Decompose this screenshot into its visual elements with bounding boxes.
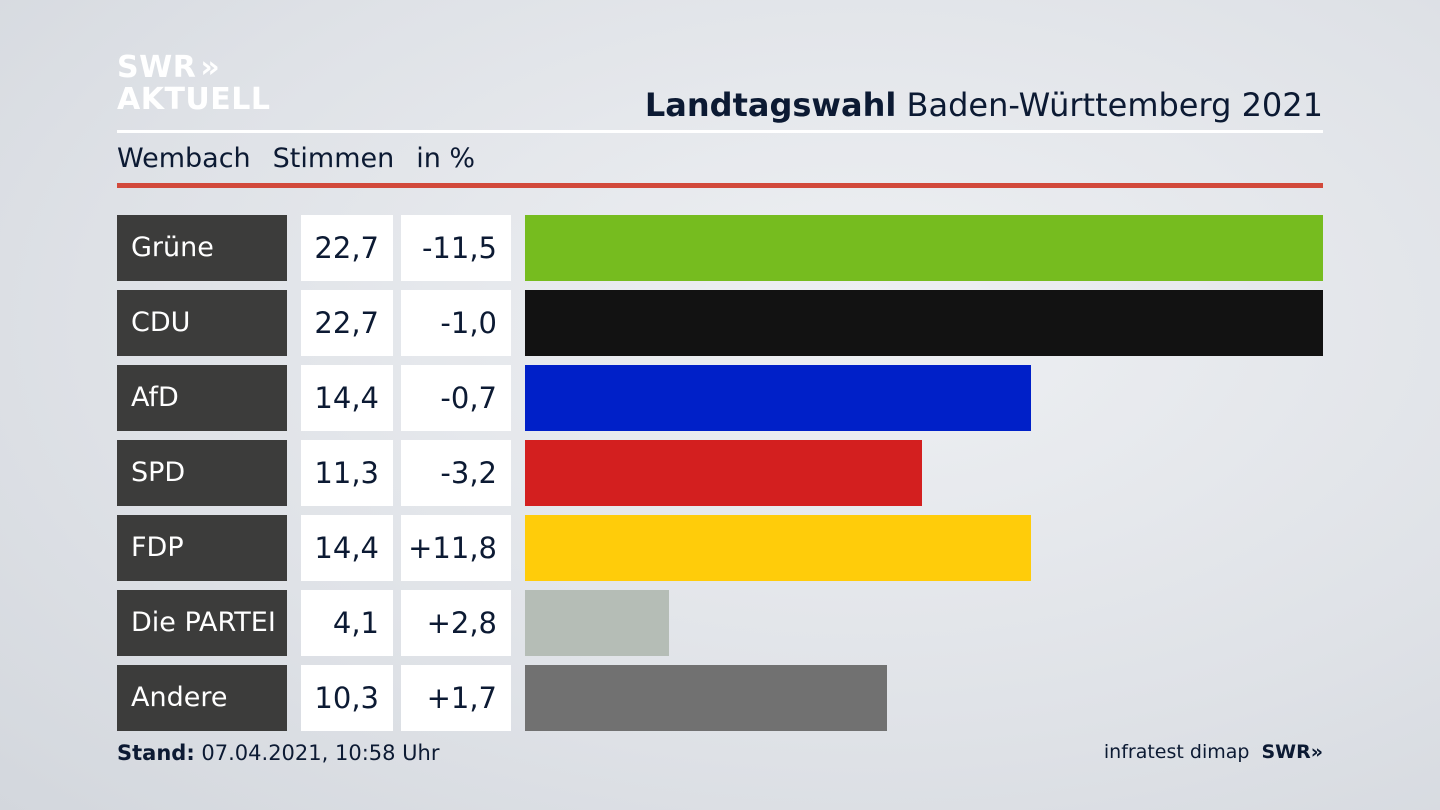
timestamp-label: Stand: (117, 741, 195, 765)
column-header-unit: in % (416, 143, 476, 174)
chart-row: Andere 10,3 +1,7 (117, 665, 1323, 731)
broadcaster-name: SWR (1261, 741, 1311, 763)
party-label: FDP (117, 515, 287, 581)
chart-bar (525, 590, 669, 656)
timestamp-value: 07.04.2021, 10:58 Uhr (194, 741, 440, 765)
vote-share-label: 14,4 (301, 515, 393, 581)
chart-bar (525, 515, 1031, 581)
change-label: -0,7 (401, 365, 511, 431)
chart-row: CDU 22,7 -1,0 (117, 290, 1323, 356)
chart-bar (525, 440, 922, 506)
logo-aktuell: AKTUELL (117, 82, 271, 117)
column-header-votes: Stimmen (272, 143, 395, 174)
title-bold: Landtagswahl (644, 86, 897, 124)
chart-bar (525, 365, 1031, 431)
vote-share-label: 22,7 (301, 215, 393, 281)
chart-row: Die PARTEI 4,1 +2,8 (117, 590, 1323, 656)
change-label: +1,7 (401, 665, 511, 731)
logo-swr: SWR (117, 50, 197, 85)
swr-aktuell-logo: SWR» AKTUELL (117, 52, 271, 116)
vote-share-label: 14,4 (301, 365, 393, 431)
party-label: SPD (117, 440, 287, 506)
chart-row: AfD 14,4 -0,7 (117, 365, 1323, 431)
change-label: -1,0 (401, 290, 511, 356)
vote-share-label: 22,7 (301, 290, 393, 356)
pollster-name: infratest dimap (1103, 741, 1250, 763)
party-label: Andere (117, 665, 287, 731)
subheader: Wembach Stimmen in % (117, 143, 475, 174)
chevron-right-icon: » (200, 50, 220, 85)
title-rest: Baden-Württemberg 2021 (896, 86, 1324, 124)
change-label: +11,8 (401, 515, 511, 581)
timestamp: Stand: 07.04.2021, 10:58 Uhr (117, 741, 440, 765)
chart-row: Grüne 22,7 -11,5 (117, 215, 1323, 281)
accent-divider (117, 183, 1323, 188)
vote-share-label: 11,3 (301, 440, 393, 506)
party-label: AfD (117, 365, 287, 431)
party-label: Grüne (117, 215, 287, 281)
change-label: -3,2 (401, 440, 511, 506)
change-label: +2,8 (401, 590, 511, 656)
chart-bar (525, 665, 887, 731)
page-title: Landtagswahl Baden-Württemberg 2021 (645, 86, 1323, 124)
broadcaster-logo: SWR» (1261, 741, 1323, 763)
party-label: Die PARTEI (117, 590, 287, 656)
party-label: CDU (117, 290, 287, 356)
vote-share-label: 10,3 (301, 665, 393, 731)
chart-row: SPD 11,3 -3,2 (117, 440, 1323, 506)
chart-bar (525, 290, 1323, 356)
chart-row: FDP 14,4 +11,8 (117, 515, 1323, 581)
vote-share-label: 4,1 (301, 590, 393, 656)
change-label: -11,5 (401, 215, 511, 281)
place-name: Wembach (117, 143, 251, 174)
header-divider (117, 130, 1323, 133)
source-credit: infratest dimap SWR» (1104, 741, 1323, 763)
chart-bar (525, 215, 1323, 281)
